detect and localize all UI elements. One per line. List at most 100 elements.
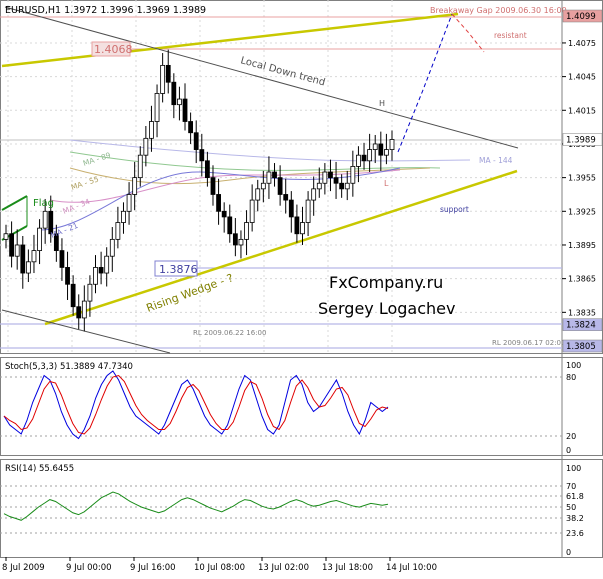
watermark-line-2: Sergey Logachev [318,299,455,318]
candle-body-58 [328,171,333,179]
candle-body-32 [182,98,188,122]
candle-body-20 [115,222,121,240]
candle-body-61 [344,182,350,190]
time-axis: 8 Jul 2009 9 Jul 00:00 9 Jul 16:00 10 Jul 0… [2,557,437,573]
candle-body-65 [367,149,373,162]
price-highlight-box-2 [562,318,603,331]
rsi-tick-236: 23.6 [566,529,584,538]
wedge-lower-line [44,169,518,326]
candle-body-19 [109,238,115,257]
candle-body-8 [48,210,54,235]
flag-line [1,195,28,211]
candle-body-25 [143,137,149,156]
price-highlight-label-1: 1.3989 [566,135,596,145]
wedge-upper-line [1,12,459,68]
candle-body-57 [322,171,328,184]
candle-body-35 [199,149,205,162]
candle-body-44 [249,199,255,223]
ma-144-label: MA - 144 [479,156,513,165]
price-axis-ticks: 1.40751.40451.40151.39851.39551.39251.38… [562,39,596,317]
candle-body-39 [221,210,227,218]
candle-body-30 [171,81,177,106]
candle-body-9 [53,233,59,251]
time-label-6: 14 Jul 10:00 [386,563,437,573]
price-tick-label-4: 1.3955 [568,174,596,183]
candle-body-5 [31,250,37,263]
watermark-line-1: FxCompany.ru [329,273,443,292]
candle-body-68 [384,149,389,156]
candle-body-63 [356,154,361,167]
candle-body-17 [98,267,104,274]
candle-body-10 [59,250,65,268]
rl-label-1: RL 2009.06.22 16:00 [193,329,266,337]
h-label: H [379,99,385,108]
stoch-top-tick: 100 [566,361,581,370]
price-axis-highlights: 1.4099 1.3989 1.3824 1.3805 [562,9,603,353]
projection-up-line [397,13,453,153]
price-highlight-box-0 [562,9,603,23]
candle-body-2 [14,244,20,257]
time-label-1: 9 Jul 00:00 [66,563,112,573]
candle-body-53 [300,222,305,235]
price-highlight-label-2: 1.3824 [566,321,596,331]
candle-body-34 [193,132,199,150]
price-box-1-label: 1.4068 [94,43,133,56]
candle-body-49 [277,177,283,195]
candle-body-43 [244,222,249,240]
stoch-tick-0: 0 [566,446,571,455]
stoch-tick-20: 20 [566,432,576,441]
candle-body-55 [311,188,317,201]
candle-body-12 [70,283,76,308]
candle-body-13 [76,306,82,319]
candle-body-18 [104,255,110,274]
price-tick-label-5: 1.3925 [568,207,596,216]
time-label-0: 8 Jul 2009 [2,563,45,573]
candle-body-64 [361,154,367,162]
candle-body-46 [260,182,266,190]
rsi-tick-0: 0 [566,548,571,557]
header-text: EURUSD,H1 1.3972 1.3996 1.3969 1.3989 [5,5,206,16]
rsi-tick-50: 50 [566,503,576,512]
candle-body-28 [160,64,166,94]
price-box-1-frame [91,41,131,57]
candle-body-1 [9,233,14,257]
candle-body-51 [288,199,294,218]
candle-body-48 [272,171,277,179]
time-label-3: 10 Jul 08:00 [194,563,245,573]
rsi-tick-618: 61.8 [566,492,584,501]
candle-body-45 [255,188,261,201]
time-label-2: 9 Jul 16:00 [130,563,176,573]
candle-body-56 [316,182,322,190]
support-text: support [440,205,469,214]
candle-body-41 [232,233,238,246]
candle-body-0 [3,233,9,240]
candle-body-33 [188,121,194,134]
candle-body-29 [165,64,171,83]
candle-body-7 [42,210,48,229]
rsi-tick-382: 38.2 [566,514,584,523]
candle-body-23 [132,177,138,195]
candles-group [3,49,395,332]
price-highlight-box-1 [562,133,603,146]
l-label: L [384,179,389,188]
candle-body-52 [294,216,300,235]
candle-body-40 [227,216,233,235]
rsi-tick-100: 100 [566,464,581,473]
candle-body-27 [154,93,160,122]
candle-body-67 [378,143,384,156]
breakaway-gap-text: Breakaway Gap 2009.06.30 16:00 [430,6,567,15]
candle-body-26 [149,121,154,139]
rsi-panel-frame [0,459,603,558]
price-tick-label-8: 1.3835 [568,308,596,317]
candle-body-11 [65,267,70,285]
candle-body-37 [210,177,216,195]
candle-body-16 [93,267,98,285]
local-down-trend-line [4,6,519,149]
stoch-k-line [3,370,389,440]
stoch-panel-frame [0,357,603,456]
candle-body-60 [339,182,345,190]
price-tick-label-0: 1.4075 [568,39,596,48]
candle-body-54 [305,199,311,223]
candle-body-47 [266,171,272,184]
price-highlight-box-3 [562,339,603,353]
